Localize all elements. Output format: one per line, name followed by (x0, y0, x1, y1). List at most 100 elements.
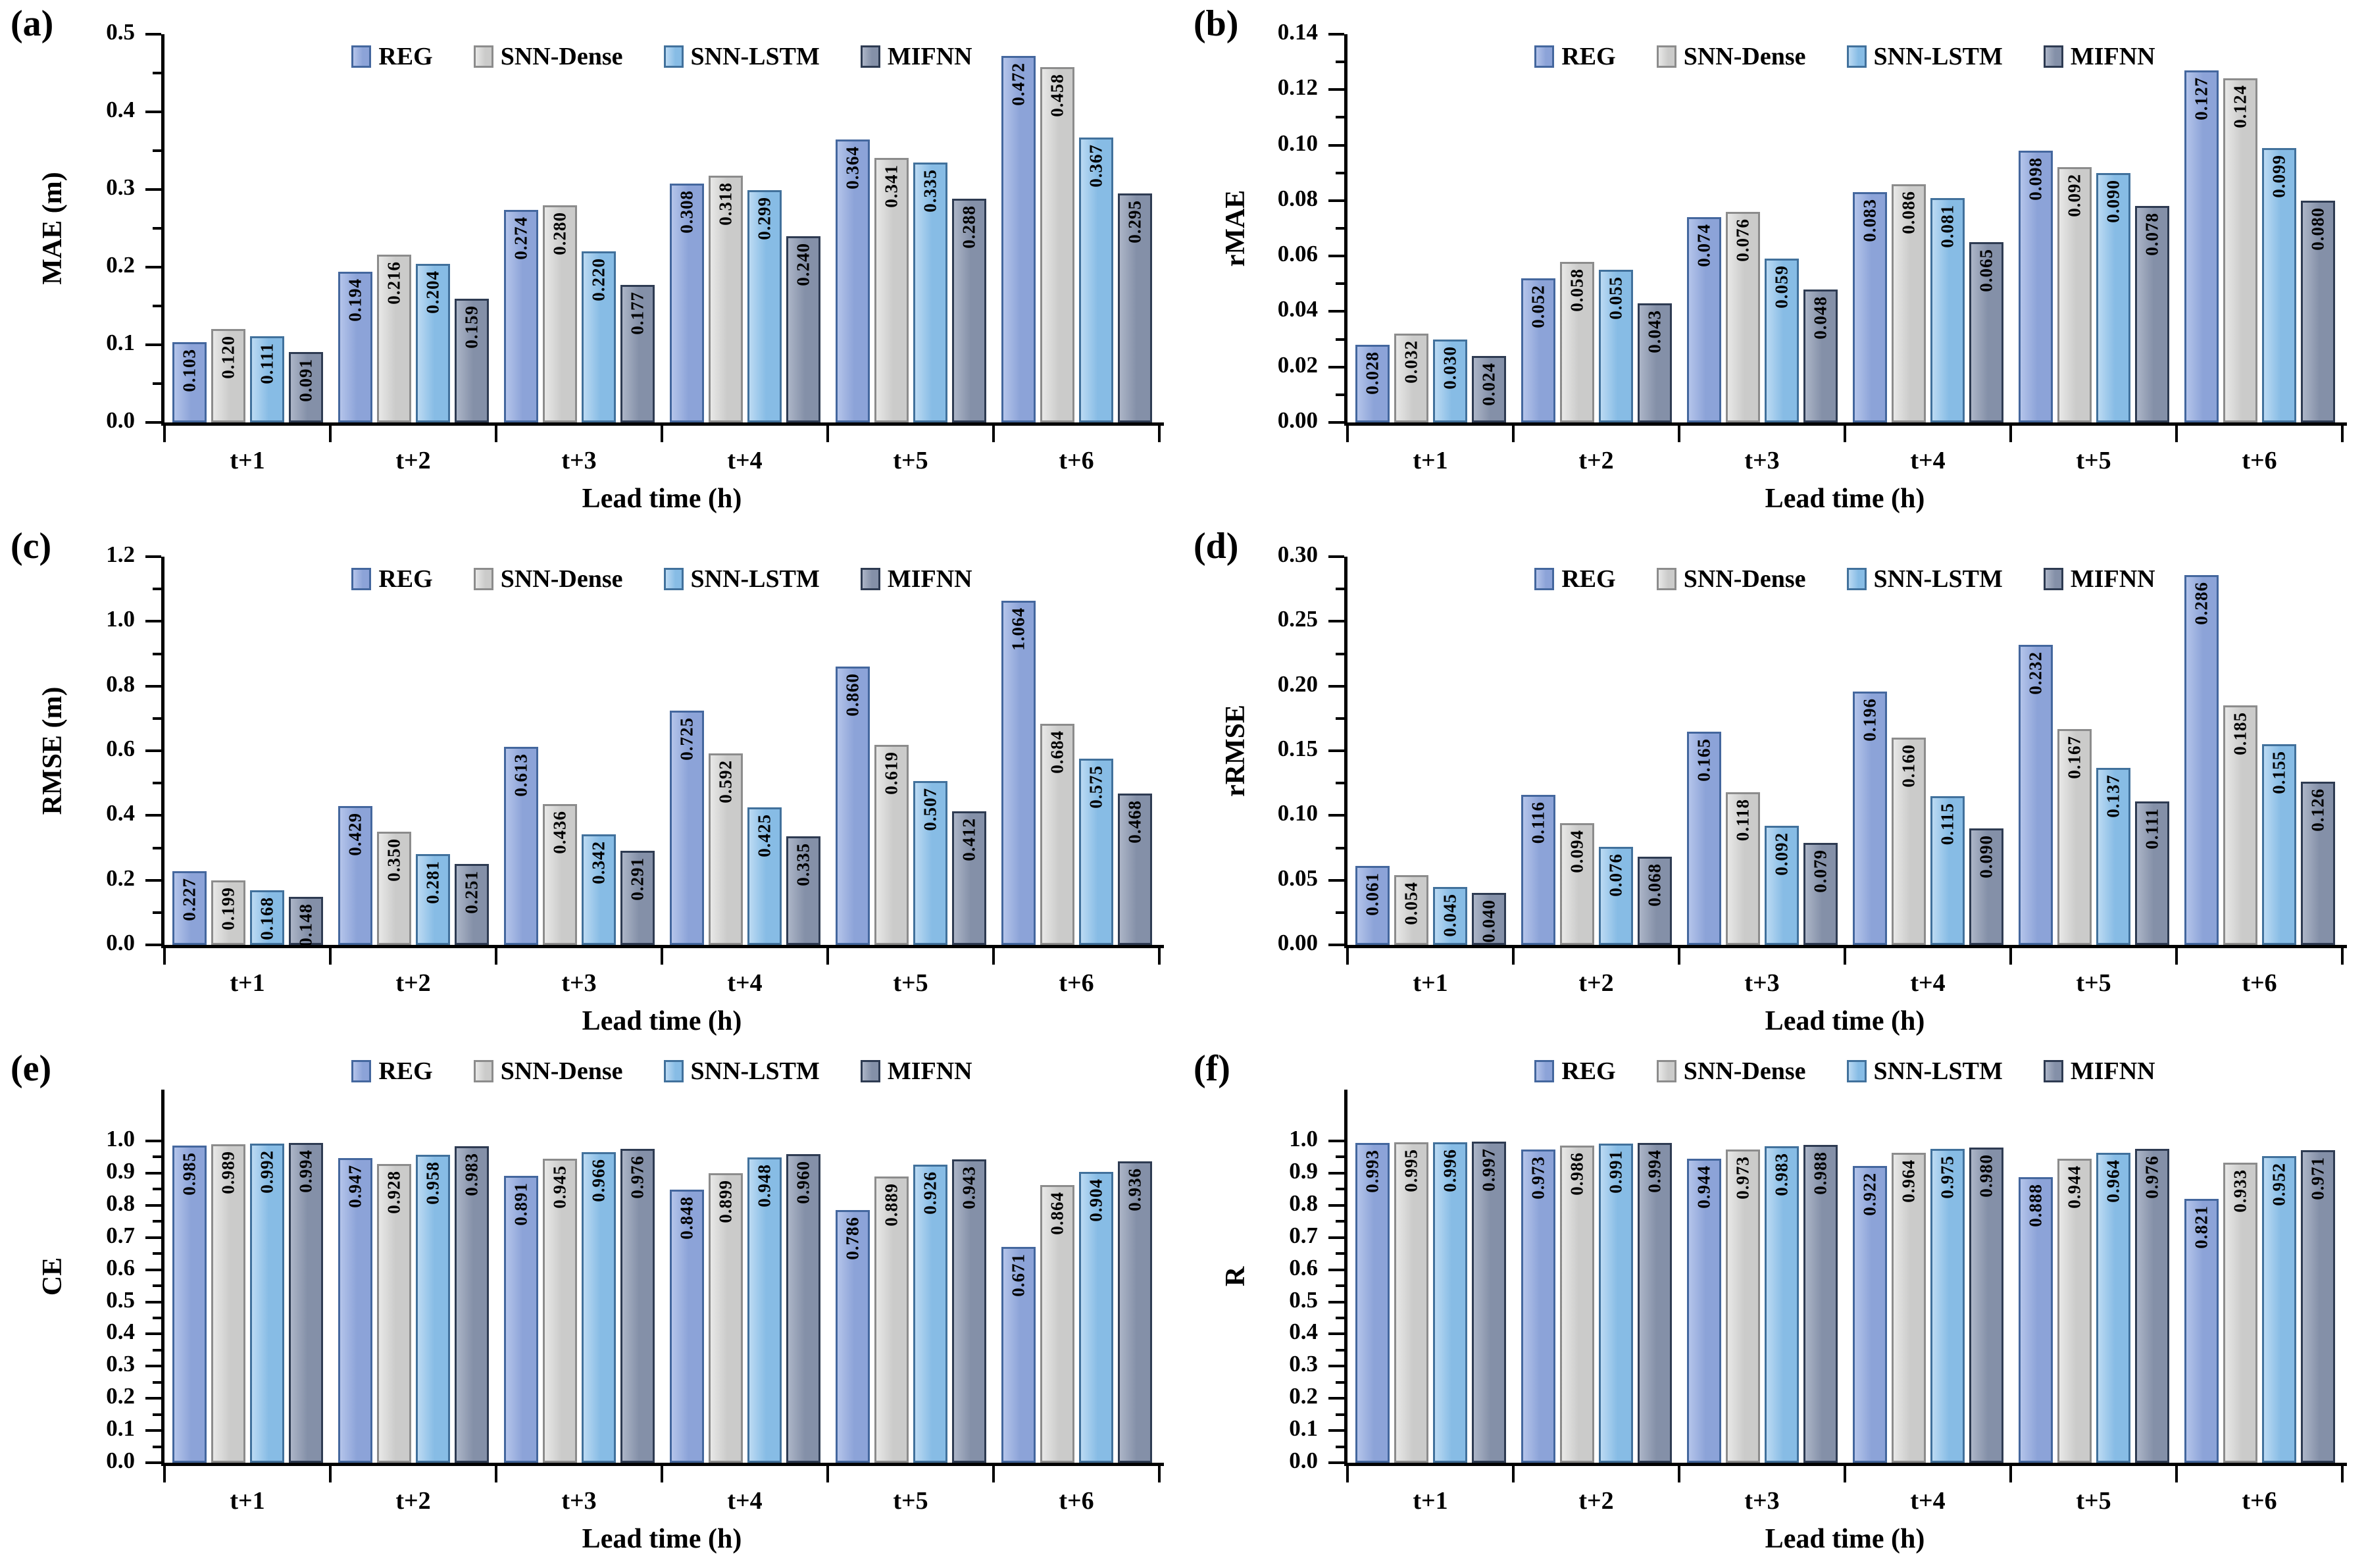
bar: 0.725 (669, 710, 704, 945)
bar: 0.092 (1764, 826, 1799, 945)
bar-value-label: 0.889 (881, 1183, 901, 1227)
bar: 0.997 (1471, 1142, 1506, 1463)
x-category-label: t+1 (1413, 447, 1448, 474)
y-axis-line (161, 34, 164, 426)
bar-group: 0.103 0.120 0.111 0.091 (164, 34, 330, 422)
bar: 0.976 (2134, 1148, 2169, 1463)
bar: 0.684 (1040, 723, 1074, 945)
bar: 0.995 (1394, 1142, 1428, 1463)
bar-value-label: 0.725 (676, 717, 696, 761)
bar-value-label: 0.030 (1440, 345, 1459, 390)
x-tick (329, 426, 332, 442)
x-tick (329, 948, 332, 965)
bar-group: 0.848 0.899 0.948 0.960 (662, 1090, 828, 1463)
legend-swatch-snn-dense (1656, 45, 1676, 68)
legend-swatch-snn-dense (1656, 1060, 1676, 1082)
bar: 0.059 (1764, 259, 1799, 422)
bar: 0.111 (2134, 801, 2169, 945)
bar: 0.958 (415, 1154, 450, 1463)
bar-value-label: 0.592 (715, 759, 735, 803)
bar-value-label: 0.159 (461, 305, 481, 349)
bar: 0.507 (913, 780, 947, 945)
bar-value-label: 0.991 (1605, 1150, 1625, 1194)
y-tick (153, 846, 161, 849)
panel-letter: (c) (11, 526, 52, 567)
y-tick (1336, 1188, 1344, 1191)
x-axis-line (161, 422, 1164, 426)
x-category-label: t+4 (1910, 1487, 1946, 1515)
y-tick (1328, 878, 1344, 882)
y-tick-label: 0.7 (106, 1222, 135, 1248)
bar: 0.899 (708, 1173, 743, 1463)
x-category-label: t+2 (395, 1487, 431, 1515)
y-tick (1328, 1365, 1344, 1368)
y-tick (1336, 227, 1344, 230)
bar: 0.848 (669, 1190, 704, 1463)
bar: 0.048 (1803, 289, 1838, 422)
y-tick (153, 717, 161, 720)
bar: 0.458 (1040, 66, 1074, 422)
y-tick-label: 0.00 (1277, 930, 1318, 955)
legend-label: REG (1561, 43, 1616, 70)
bar-value-label: 0.074 (1694, 224, 1713, 267)
bar-value-label: 0.619 (881, 751, 901, 795)
bar: 0.280 (542, 205, 577, 422)
legend-label: SNN-Dense (1683, 565, 1806, 593)
legend-label: MIFNN (2070, 1057, 2155, 1085)
bar-value-label: 0.943 (959, 1165, 978, 1209)
x-category-label: t+3 (1744, 969, 1780, 997)
x-axis-line (161, 945, 1164, 948)
bar-value-label: 0.429 (345, 813, 365, 856)
bar: 0.889 (874, 1176, 909, 1463)
x-tick (1512, 426, 1515, 442)
bar: 0.030 (1432, 339, 1467, 422)
legend-swatch-reg (351, 45, 372, 68)
y-tick (145, 684, 161, 688)
bar: 0.055 (1598, 270, 1633, 422)
x-tick (495, 948, 497, 965)
bar: 0.973 (1725, 1150, 1760, 1463)
bar-value-label: 0.335 (793, 843, 813, 887)
y-tick (1336, 1155, 1344, 1159)
x-tick (495, 1466, 497, 1482)
bar-value-label: 0.295 (1124, 199, 1144, 243)
bar: 0.076 (1725, 211, 1760, 422)
y-tick-label: 0.8 (1289, 1190, 1318, 1216)
bar-value-label: 0.318 (715, 182, 735, 226)
y-tick (153, 382, 161, 385)
bar-value-label: 0.061 (1362, 873, 1382, 916)
bar: 0.983 (1764, 1146, 1799, 1463)
legend-label: MIFNN (2070, 565, 2155, 593)
y-tick-label: 0.14 (1277, 19, 1318, 45)
bar: 0.295 (1117, 193, 1152, 422)
y-tick (153, 782, 161, 785)
bar: 0.891 (503, 1176, 538, 1463)
bar-value-label: 0.928 (384, 1171, 403, 1214)
panel-letter: (a) (11, 3, 54, 44)
y-tick (145, 814, 161, 817)
bar-group: 0.028 0.032 0.030 0.024 (1347, 34, 1513, 422)
bar-value-label: 0.281 (422, 860, 442, 904)
x-tick (329, 1466, 332, 1482)
x-category-label: t+4 (1910, 969, 1946, 997)
x-tick (2175, 948, 2178, 965)
x-category-label: t+6 (2242, 969, 2277, 997)
y-tick-label: 0.9 (1289, 1157, 1318, 1184)
bar-value-label: 0.059 (1771, 265, 1791, 309)
bar-value-label: 0.103 (179, 349, 199, 393)
bar: 0.159 (454, 299, 489, 422)
bar-value-label: 0.076 (1605, 853, 1625, 897)
y-tick-label: 0.3 (106, 174, 135, 200)
bar: 0.167 (2057, 728, 2092, 945)
y-tick-label: 0.10 (1277, 130, 1318, 156)
y-tick (1336, 171, 1344, 174)
bar: 0.115 (1930, 796, 1965, 945)
bar-group: 0.194 0.216 0.204 0.159 (330, 34, 496, 422)
y-tick (145, 1300, 161, 1303)
bar-group: 0.052 0.058 0.055 0.043 (1513, 34, 1679, 422)
bar-group: 0.985 0.989 0.992 0.994 (164, 1090, 330, 1463)
bar-value-label: 0.080 (2307, 207, 2327, 251)
bar: 0.412 (951, 811, 986, 945)
bar-group: 0.232 0.167 0.137 0.111 (2011, 557, 2177, 945)
bar-value-label: 0.888 (2025, 1183, 2045, 1227)
